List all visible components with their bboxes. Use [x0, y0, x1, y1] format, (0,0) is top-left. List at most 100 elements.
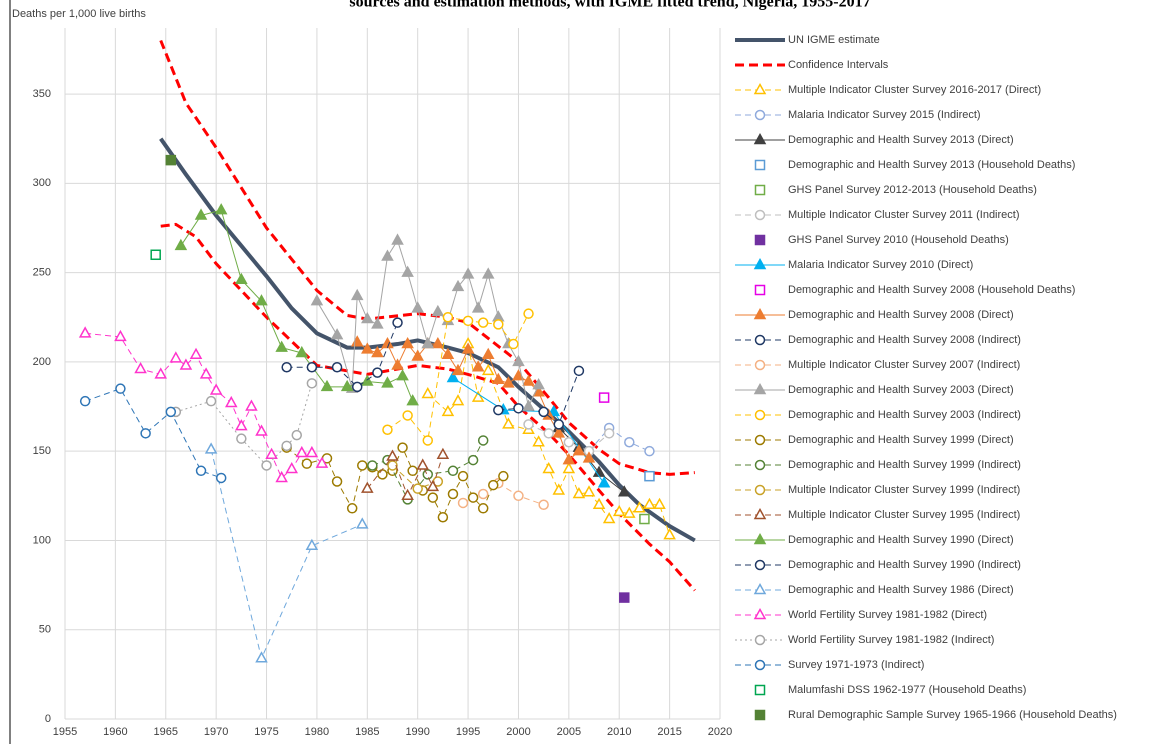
data-point [437, 511, 449, 523]
series-line [316, 239, 540, 409]
data-point [224, 395, 238, 408]
data-point [512, 354, 525, 367]
x-tick-label: 2005 [557, 726, 581, 738]
data-point [542, 461, 555, 474]
data-point [255, 651, 268, 663]
data-point [79, 395, 91, 407]
data-point [562, 453, 576, 465]
data-point [382, 424, 393, 435]
legend-label: World Fertility Survey 1981-1982 (Direct… [788, 609, 987, 621]
legend-marker [754, 409, 766, 421]
data-point [215, 472, 227, 484]
legend-marker [754, 659, 766, 671]
data-point [355, 517, 369, 529]
data-point [457, 470, 469, 482]
data-point [427, 492, 439, 503]
data-point [351, 381, 363, 393]
data-point [305, 445, 319, 458]
data-point [522, 374, 535, 386]
data-point [421, 336, 435, 349]
data-point [401, 265, 414, 277]
data-point [602, 511, 616, 524]
data-point [194, 208, 208, 220]
legend-label: Malaria Indicator Survey 2015 (Indirect) [788, 109, 981, 121]
legend-label: Demographic and Health Survey 1999 (Indi… [788, 459, 1021, 471]
data-point [295, 345, 309, 358]
data-point [639, 513, 650, 525]
data-point [306, 378, 318, 389]
data-point [291, 429, 303, 441]
legend-label: Survey 1971-1973 (Indirect) [788, 659, 924, 671]
data-point [603, 428, 615, 439]
legend-label: Multiple Indicator Cluster Survey 2016-2… [788, 84, 1041, 96]
y-tick-label: 50 [39, 624, 51, 636]
data-point [387, 460, 398, 471]
legend-label: Multiple Indicator Cluster Survey 1999 (… [788, 484, 1020, 496]
legend-label: Demographic and Health Survey 2013 (Hous… [788, 159, 1075, 171]
legend-label: Demographic and Health Survey 2003 (Dire… [788, 384, 1014, 396]
chart-title: sources and estimation methods, with IGM… [349, 0, 870, 11]
legend-marker [754, 684, 766, 696]
legend-marker [754, 359, 766, 371]
legend-marker [753, 507, 767, 520]
series-line [85, 332, 323, 479]
data-point [426, 479, 440, 492]
data-point [331, 362, 343, 373]
data-point [532, 435, 545, 447]
legend-marker [753, 582, 767, 595]
y-tick-label: 100 [33, 534, 51, 546]
legend-label: Demographic and Health Survey 1990 (Dire… [788, 534, 1014, 546]
data-point [552, 483, 566, 495]
data-point [446, 370, 460, 383]
x-tick-label: 1955 [53, 726, 77, 738]
data-point [381, 376, 394, 388]
data-point [310, 294, 324, 306]
legend-label: GHS Panel Survey 2010 (Household Deaths) [788, 234, 1009, 246]
data-point [471, 360, 485, 372]
data-point [199, 367, 213, 379]
data-point [295, 445, 309, 458]
data-point [513, 490, 524, 502]
data-point [150, 249, 161, 261]
data-point [592, 497, 606, 509]
x-tick-label: 1995 [456, 726, 480, 738]
data-point [396, 369, 409, 381]
data-point [522, 399, 535, 411]
legend-marker [754, 484, 766, 496]
data-point [189, 347, 203, 360]
data-point [523, 419, 534, 430]
data-point [165, 154, 177, 166]
data-point [381, 249, 394, 261]
legend-marker [754, 559, 766, 571]
data-point [140, 428, 151, 439]
data-point [346, 503, 358, 514]
x-tick-label: 1985 [355, 726, 379, 738]
data-point [572, 444, 586, 456]
data-point [553, 419, 565, 430]
data-point [361, 311, 374, 324]
legend-label: Demographic and Health Survey 2003 (Indi… [788, 409, 1021, 421]
legend-marker [754, 709, 766, 721]
legend-label: Demographic and Health Survey 1986 (Dire… [788, 584, 1014, 596]
data-point [612, 504, 626, 517]
data-point [179, 358, 193, 370]
legend-label: Multiple Indicator Cluster Survey 2007 (… [788, 359, 1020, 371]
data-point [493, 319, 504, 330]
legend-marker [754, 434, 766, 446]
data-point [441, 404, 455, 417]
data-point [477, 435, 489, 446]
data-point [195, 465, 207, 477]
data-point [582, 485, 596, 497]
series-line [159, 39, 695, 476]
series-line [210, 449, 363, 660]
legend-marker [753, 532, 767, 545]
legend-marker [754, 459, 766, 471]
data-point [481, 267, 495, 279]
data-point [214, 203, 228, 215]
data-point [582, 451, 596, 463]
data-point [78, 326, 92, 338]
data-point [532, 378, 545, 390]
data-point [305, 538, 319, 551]
data-point [361, 342, 374, 354]
